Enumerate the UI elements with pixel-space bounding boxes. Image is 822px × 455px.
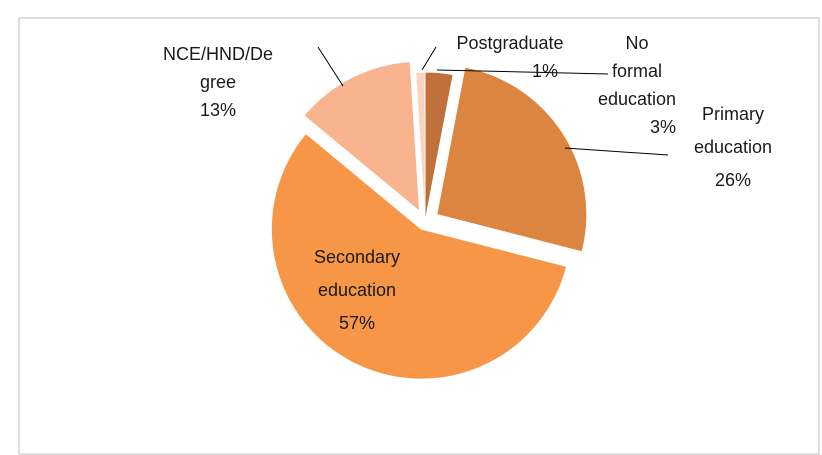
pie-slice <box>270 132 568 380</box>
slice-value-label: 26% <box>715 170 751 190</box>
pie-slice <box>436 66 588 253</box>
slice-label: NCE/HND/De gree <box>163 44 273 92</box>
leader-line <box>564 147 669 156</box>
slice-label: Postgraduate <box>456 33 563 53</box>
slice-value-label: 3% <box>650 117 676 137</box>
slice-label: No formal education <box>598 33 676 109</box>
slice-value-label: 1% <box>532 61 558 81</box>
slice-label: Primary education <box>694 104 772 157</box>
leader-line <box>436 69 609 75</box>
slice-value-label: 57% <box>339 313 375 333</box>
slice-value-label: 13% <box>200 100 236 120</box>
pie-slice <box>415 71 426 223</box>
pie-slice <box>303 61 421 213</box>
leader-line <box>317 46 344 87</box>
leader-line <box>421 46 437 71</box>
slice-label: Secondary education <box>314 247 400 300</box>
